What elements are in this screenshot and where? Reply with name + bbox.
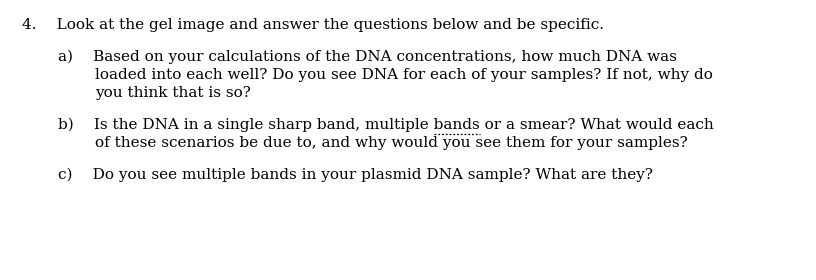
Text: b)  Is the DNA in a single sharp band, multiple bands or a smear? What would eac: b) Is the DNA in a single sharp band, mu… [58, 118, 714, 132]
Text: c)  Do you see multiple bands in your plasmid DNA sample? What are they?: c) Do you see multiple bands in your pla… [58, 168, 653, 182]
Text: a)  Based on your calculations of the DNA concentrations, how much DNA was: a) Based on your calculations of the DNA… [58, 50, 677, 64]
Text: b)  Is the DNA in a single sharp band, multiple: b) Is the DNA in a single sharp band, mu… [58, 118, 433, 132]
Text: 4.  Look at the gel image and answer the questions below and be specific.: 4. Look at the gel image and answer the … [22, 18, 604, 32]
Text: you think that is so?: you think that is so? [95, 86, 251, 100]
Text: loaded into each well? Do you see DNA for each of your samples? If not, why do: loaded into each well? Do you see DNA fo… [95, 68, 713, 82]
Text: of these scenarios be due to, and why would you see them for your samples?: of these scenarios be due to, and why wo… [95, 136, 688, 150]
